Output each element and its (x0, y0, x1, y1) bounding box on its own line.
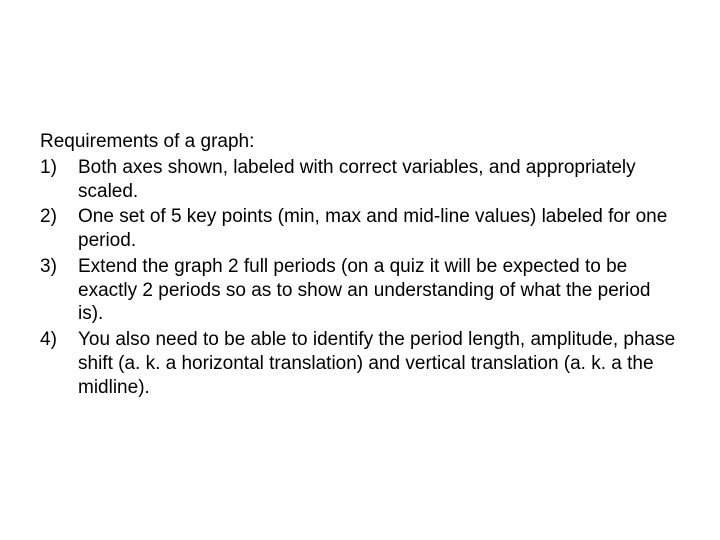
list-item-text: Both axes shown, labeled with correct va… (78, 156, 680, 204)
list-item: 2) One set of 5 key points (min, max and… (40, 205, 680, 253)
list-item: 1) Both axes shown, labeled with correct… (40, 156, 680, 204)
list-item: 3) Extend the graph 2 full periods (on a… (40, 255, 680, 326)
list-item-text: You also need to be able to identify the… (78, 328, 680, 399)
list-item-number: 2) (40, 205, 78, 253)
list-item-number: 3) (40, 255, 78, 326)
list-item-number: 1) (40, 156, 78, 204)
list-item-text: One set of 5 key points (min, max and mi… (78, 205, 680, 253)
document-content: Requirements of a graph: 1) Both axes sh… (40, 130, 680, 399)
document-heading: Requirements of a graph: (40, 130, 680, 154)
list-item-number: 4) (40, 328, 78, 399)
list-item: 4) You also need to be able to identify … (40, 328, 680, 399)
list-item-text: Extend the graph 2 full periods (on a qu… (78, 255, 680, 326)
